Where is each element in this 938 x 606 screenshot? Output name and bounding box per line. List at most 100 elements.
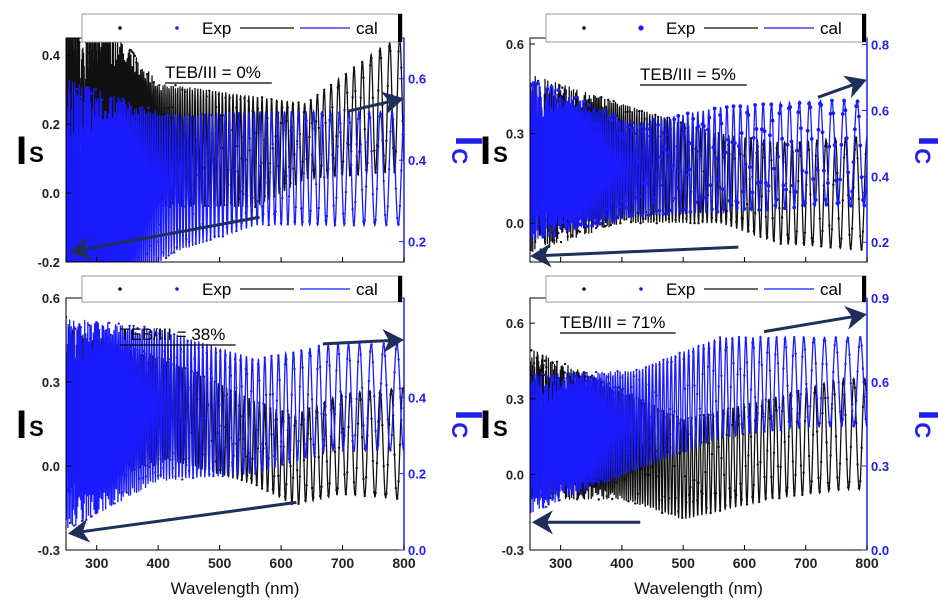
data-point: [782, 367, 785, 370]
data-point: [306, 393, 310, 396]
data-point: [227, 459, 230, 462]
data-point: [600, 96, 603, 99]
data-point: [85, 518, 88, 521]
data-point: [762, 143, 765, 146]
data-point: [373, 395, 376, 398]
data-point: [760, 195, 764, 198]
data-point: [776, 464, 780, 468]
data-point: [592, 479, 595, 483]
data-point: [156, 167, 160, 170]
data-point: [285, 358, 288, 361]
data-point: [542, 166, 547, 171]
data-point: [302, 172, 306, 175]
data-point: [650, 199, 655, 204]
data-point: [304, 455, 307, 458]
data-point: [270, 111, 273, 115]
data-point: [853, 420, 857, 423]
data-point: [697, 481, 700, 484]
x-tick-label: 600: [733, 555, 757, 571]
data-point: [290, 113, 293, 117]
data-point: [797, 179, 800, 183]
data-point: [389, 49, 392, 53]
data-point: [752, 483, 755, 487]
data-point: [836, 351, 839, 354]
data-point: [82, 359, 85, 362]
data-point: [701, 219, 704, 223]
data-point: [549, 446, 552, 450]
data-point: [174, 475, 177, 478]
data-point: [631, 128, 636, 133]
data-point: [635, 368, 638, 372]
data-point: [201, 346, 204, 349]
data-point: [232, 442, 235, 446]
data-point: [331, 153, 334, 156]
data-point: [779, 242, 782, 245]
data-point: [301, 160, 304, 163]
data-point: [856, 156, 859, 160]
data-point: [693, 200, 698, 205]
data-point: [690, 425, 693, 429]
data-point: [538, 431, 541, 434]
data-point: [710, 434, 714, 438]
data-point: [863, 190, 867, 195]
data-point: [260, 96, 264, 99]
data-point: [145, 252, 149, 256]
data-point: [803, 231, 807, 234]
data-point: [314, 183, 318, 186]
data-point: [166, 113, 169, 116]
data-point: [836, 200, 841, 205]
data-point: [589, 376, 592, 379]
data-point: [689, 221, 692, 225]
data-point: [177, 124, 180, 127]
data-point: [532, 402, 536, 406]
data-point: [132, 52, 135, 55]
data-point: [623, 478, 626, 481]
data-point: [775, 336, 778, 339]
data-point: [337, 111, 341, 115]
data-point: [235, 386, 238, 390]
data-point: [209, 367, 212, 370]
data-point: [167, 107, 170, 110]
data-point: [764, 181, 768, 185]
data-point: [660, 434, 664, 438]
data-point: [691, 350, 695, 354]
data-point: [850, 227, 854, 230]
data-point: [770, 118, 775, 123]
data-point: [348, 173, 352, 177]
data-point: [802, 242, 805, 245]
data-point: [759, 460, 762, 464]
data-point: [310, 398, 314, 401]
data-point: [849, 382, 853, 385]
data-point: [329, 113, 333, 117]
x-tick-label: 700: [794, 555, 818, 571]
data-point: [129, 49, 133, 52]
data-point: [825, 363, 828, 366]
data-point: [818, 217, 822, 220]
data-point: [251, 457, 254, 461]
data-point: [136, 77, 139, 80]
data-point: [685, 449, 688, 453]
data-point: [360, 436, 364, 439]
data-point: [803, 419, 807, 423]
data-point: [726, 407, 730, 410]
data-point: [701, 492, 704, 495]
data-point: [385, 492, 388, 495]
data-point: [295, 143, 299, 146]
data-point: [826, 181, 830, 185]
data-point: [594, 220, 598, 225]
data-point: [183, 90, 187, 94]
data-point: [359, 353, 362, 356]
data-point: [120, 491, 123, 494]
data-point: [151, 135, 154, 139]
data-point: [153, 268, 155, 270]
data-point: [400, 66, 403, 69]
data-point: [668, 407, 672, 411]
x-tick-label: 400: [610, 555, 634, 571]
data-point: [90, 92, 93, 95]
data-point: [579, 212, 584, 216]
data-point: [210, 132, 214, 135]
data-point: [298, 385, 302, 388]
data-point: [287, 457, 291, 461]
data-point: [363, 218, 366, 222]
x-tick-label: 500: [208, 555, 232, 571]
